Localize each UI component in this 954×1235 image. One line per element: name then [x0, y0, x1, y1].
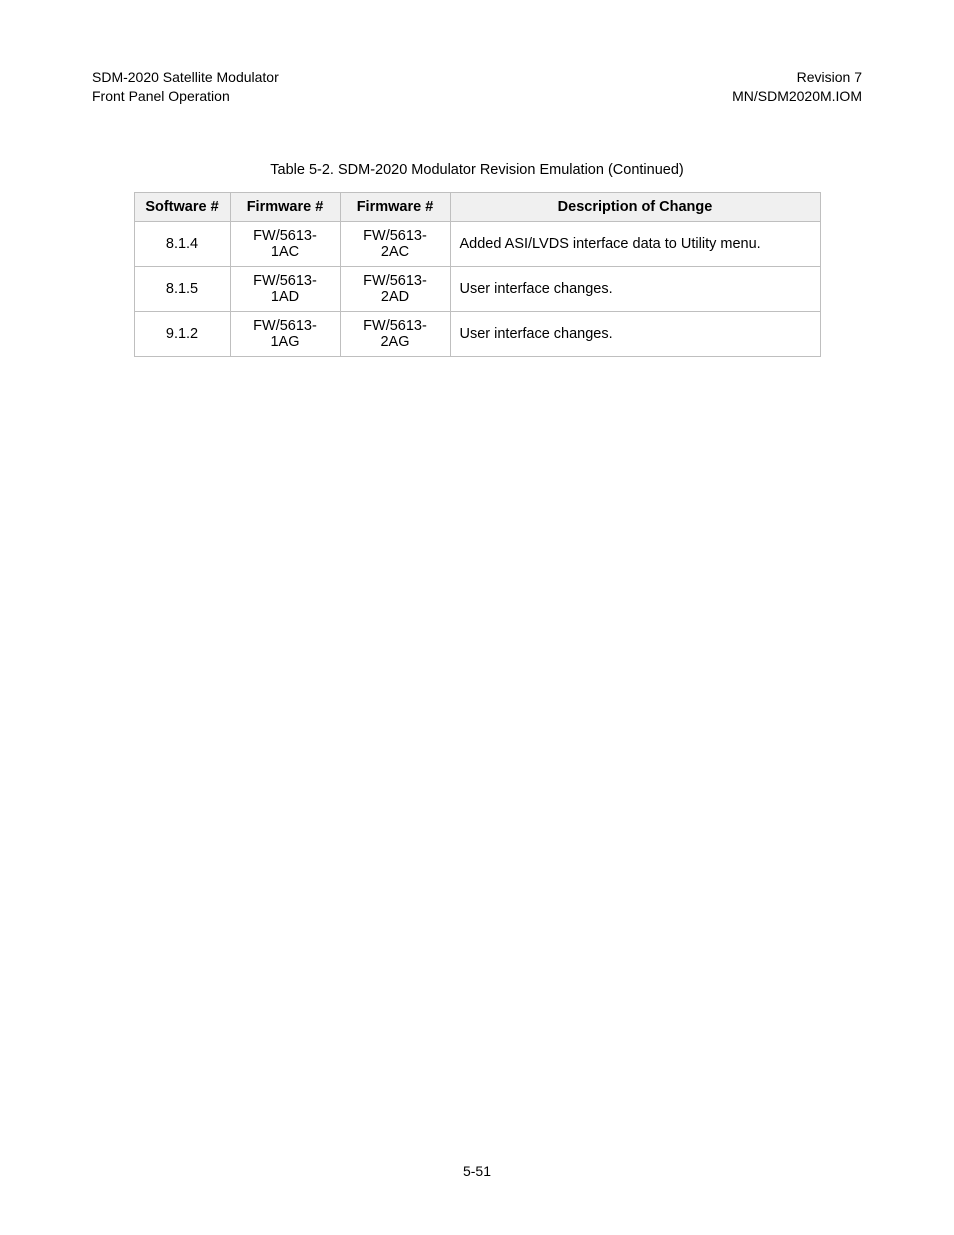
cell-firmware-1: FW/5613-1AG	[230, 311, 340, 356]
col-header-firmware-2: Firmware #	[340, 192, 450, 221]
table-header-row: Software # Firmware # Firmware # Descrip…	[134, 192, 820, 221]
cell-firmware-1: FW/5613-1AC	[230, 221, 340, 266]
cell-description: User interface changes.	[450, 266, 820, 311]
cell-software: 8.1.4	[134, 221, 230, 266]
cell-firmware-2: FW/5613-2AD	[340, 266, 450, 311]
cell-software: 8.1.5	[134, 266, 230, 311]
cell-firmware-2: FW/5613-2AC	[340, 221, 450, 266]
col-header-software: Software #	[134, 192, 230, 221]
revision-table: Software # Firmware # Firmware # Descrip…	[134, 192, 821, 357]
header-section-title: Front Panel Operation	[92, 87, 279, 106]
header-left: SDM-2020 Satellite Modulator Front Panel…	[92, 68, 279, 106]
header-revision: Revision 7	[732, 68, 862, 87]
header-product-title: SDM-2020 Satellite Modulator	[92, 68, 279, 87]
table-row: 9.1.2 FW/5613-1AG FW/5613-2AG User inter…	[134, 311, 820, 356]
header-doc-id: MN/SDM2020M.IOM	[732, 87, 862, 106]
page-number: 5-51	[463, 1163, 491, 1179]
col-header-firmware-1: Firmware #	[230, 192, 340, 221]
header-right: Revision 7 MN/SDM2020M.IOM	[732, 68, 862, 106]
col-header-description: Description of Change	[450, 192, 820, 221]
cell-firmware-2: FW/5613-2AG	[340, 311, 450, 356]
table-caption: Table 5-2. SDM-2020 Modulator Revision E…	[92, 162, 862, 178]
cell-software: 9.1.2	[134, 311, 230, 356]
document-page: SDM-2020 Satellite Modulator Front Panel…	[0, 0, 954, 1235]
page-footer: 5-51	[0, 1163, 954, 1179]
cell-description: User interface changes.	[450, 311, 820, 356]
page-header: SDM-2020 Satellite Modulator Front Panel…	[92, 68, 862, 106]
table-row: 8.1.5 FW/5613-1AD FW/5613-2AD User inter…	[134, 266, 820, 311]
cell-firmware-1: FW/5613-1AD	[230, 266, 340, 311]
cell-description: Added ASI/LVDS interface data to Utility…	[450, 221, 820, 266]
table-row: 8.1.4 FW/5613-1AC FW/5613-2AC Added ASI/…	[134, 221, 820, 266]
